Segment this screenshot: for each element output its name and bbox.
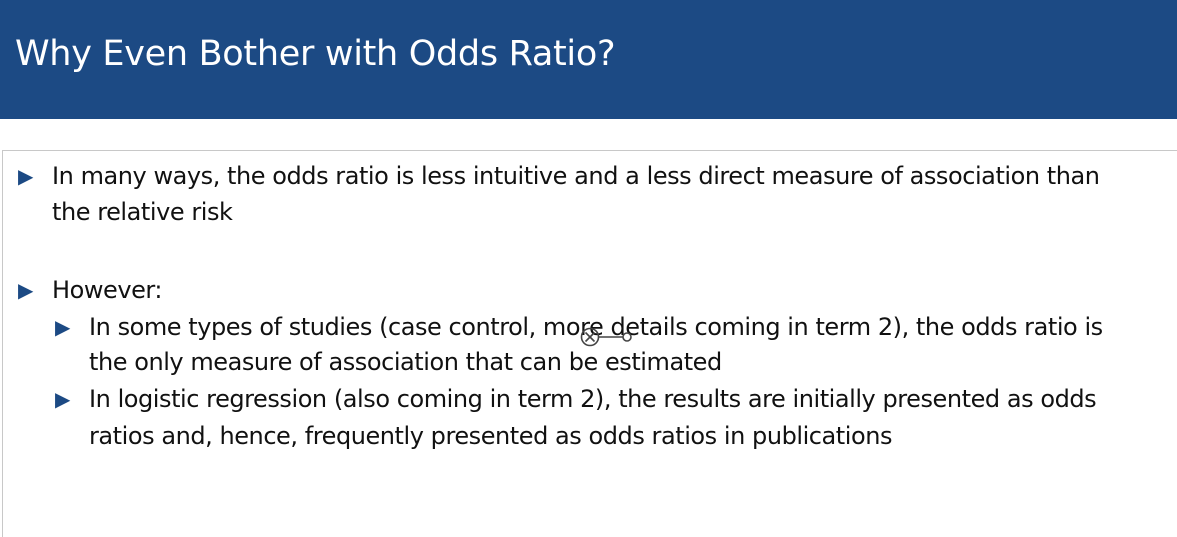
sub-bullet-text-2-line-1: In logistic regression (also coming in t…: [89, 385, 1097, 413]
sub-bullet-text-1-line-2: the only measure of association that can…: [89, 348, 722, 376]
sub-bullet-text-2-line-2: ratios and, hence, frequently presented …: [89, 422, 893, 450]
cursor-icon[interactable]: [572, 322, 632, 352]
content-area: [2, 150, 1177, 537]
triangle-right-icon: ▶: [55, 315, 71, 339]
title-bar: Why Even Bother with Odds Ratio?: [0, 0, 1177, 119]
triangle-right-icon: ▶: [18, 164, 34, 188]
bullet-text-1-line-1: In many ways, the odds ratio is less int…: [52, 162, 1100, 190]
slide-title: Why Even Bother with Odds Ratio?: [15, 34, 616, 74]
triangle-right-icon: ▶: [55, 387, 71, 411]
bullet-text-2-line-1: However:: [52, 276, 163, 304]
bullet-text-1-line-2: the relative risk: [52, 198, 233, 226]
triangle-right-icon: ▶: [18, 278, 34, 302]
sub-bullet-text-1-line-1: In some types of studies (case control, …: [89, 313, 1103, 341]
